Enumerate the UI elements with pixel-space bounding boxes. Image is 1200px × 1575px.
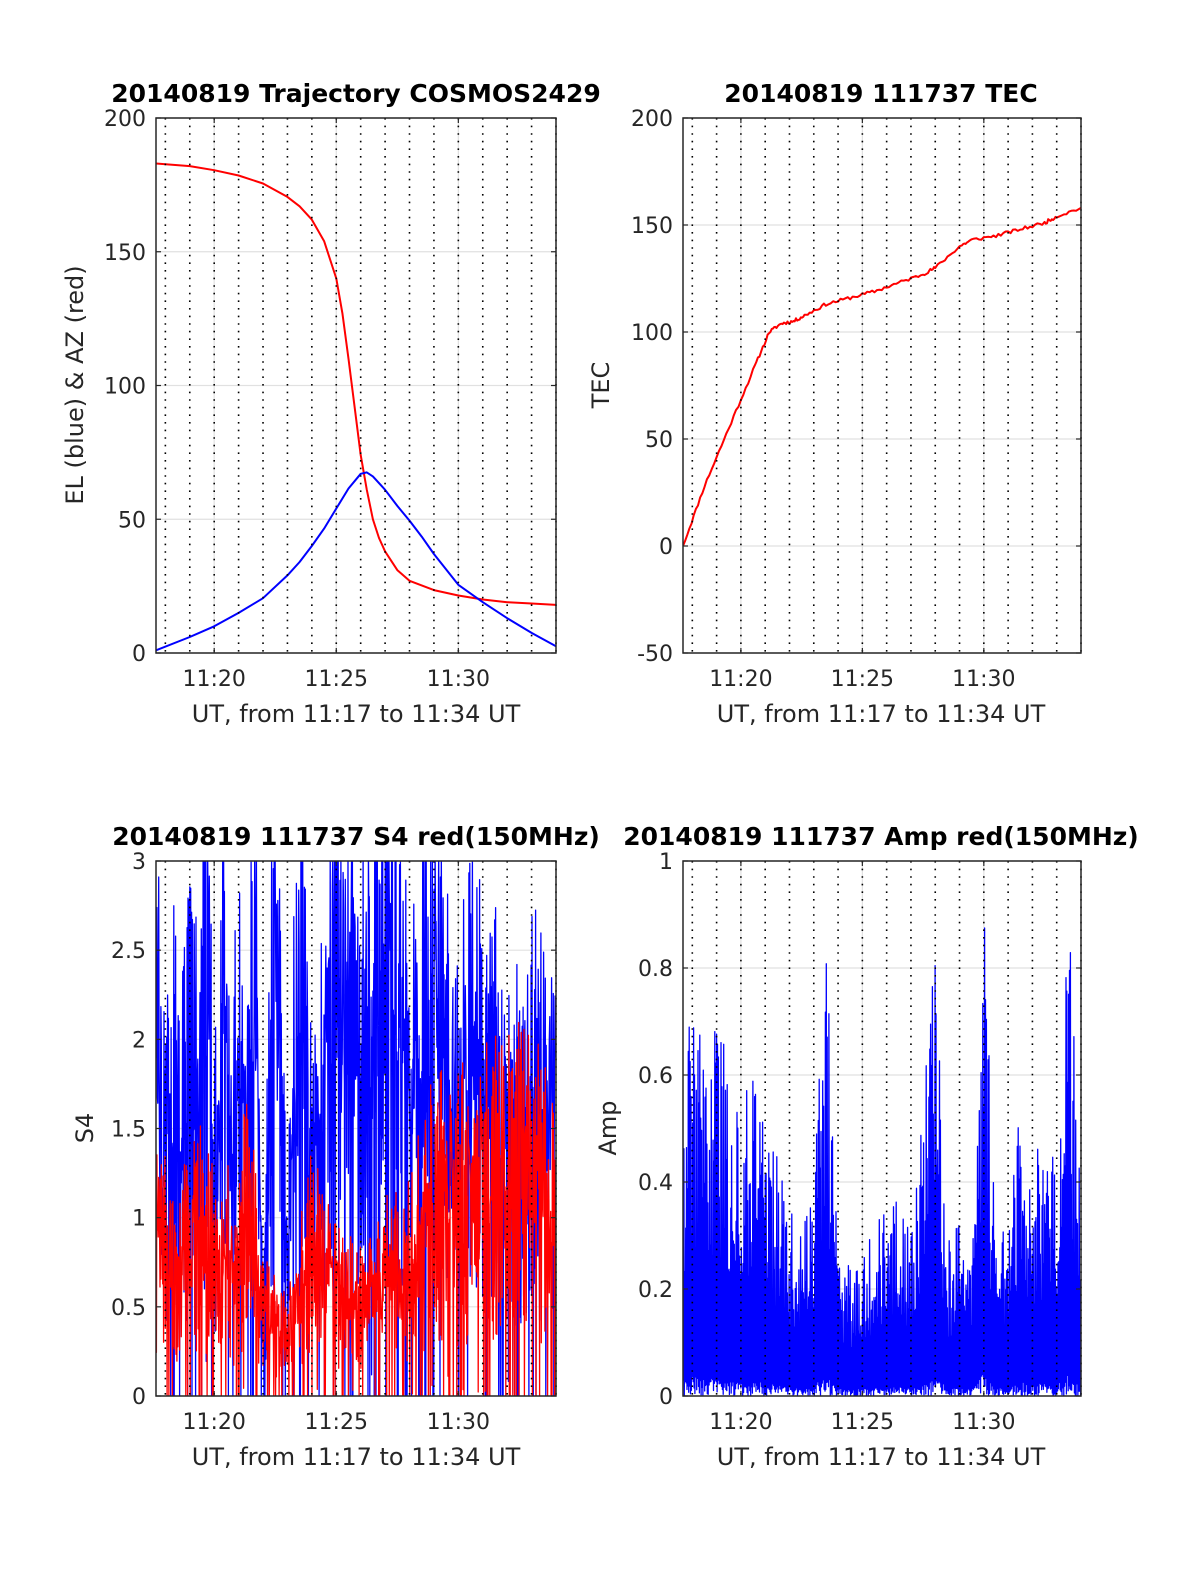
y-tick-label: 2.5 [111,939,146,964]
y-tick-label: 200 [104,107,146,132]
panel-trajectory: 20140819 Trajectory COSMOS2429 UT, from … [61,79,601,728]
y-tick-label: 3 [132,850,146,875]
x-tick-label: 11:25 [831,667,894,692]
plot-frame [682,117,1082,654]
x-tick-label: 11:20 [709,1410,772,1435]
x-axis-label: UT, from 11:17 to 11:34 UT [192,700,521,728]
chart-title: 20140819 111737 TEC [724,79,1037,108]
y-tick-label: 150 [104,241,146,266]
x-tick-label: 11:30 [427,667,490,692]
y-axis-label: EL (blue) & AZ (red) [61,265,89,504]
plot-frame [682,860,1082,1397]
y-axis-label: TEC [587,362,615,410]
panel-tec: 20140819 111737 TEC UT, from 11:17 to 11… [587,79,1082,728]
x-tick-label: 11:30 [427,1410,490,1435]
y-tick-label: 0 [132,1385,146,1410]
x-tick-label: 11:25 [305,667,368,692]
x-tick-label: 11:30 [952,1410,1015,1435]
chart-title: 20140819 111737 Amp red(150MHz) [623,822,1139,851]
series-line [156,1021,556,1396]
panel-s4: 20140819 111737 S4 red(150MHz) UT, from … [71,822,600,1471]
series-line [683,927,1081,1396]
x-axis-label: UT, from 11:17 to 11:34 UT [192,1443,521,1471]
y-tick-label: 50 [645,428,673,453]
x-axis-label: UT, from 11:17 to 11:34 UT [717,1443,1046,1471]
y-tick-label: 150 [631,214,673,239]
y-tick-label: 0 [132,642,146,667]
x-tick-label: 11:25 [831,1410,894,1435]
x-tick-label: 11:20 [182,667,245,692]
y-tick-label: 0.4 [638,1171,673,1196]
y-tick-label: 100 [104,375,146,400]
y-tick-label: 0.6 [638,1064,673,1089]
panel-amp: 20140819 111737 Amp red(150MHz) UT, from… [594,822,1139,1471]
y-tick-label: 1.5 [111,1118,146,1143]
y-tick-label: 0.2 [638,1278,673,1303]
x-axis-label: UT, from 11:17 to 11:34 UT [717,700,1046,728]
x-tick-label: 11:30 [952,667,1015,692]
series-line [156,162,556,606]
series-line [156,861,556,1396]
y-tick-label: 0.5 [111,1296,146,1321]
y-tick-label: 0.8 [638,957,673,982]
y-tick-label: -50 [637,642,673,667]
series-line [683,207,1081,547]
chart-title: 20140819 111737 S4 red(150MHz) [112,822,600,851]
y-tick-label: 0 [659,535,673,560]
x-tick-label: 11:25 [305,1410,368,1435]
series-line [156,471,556,652]
y-tick-label: 1 [659,850,673,875]
y-axis-label: Amp [594,1100,622,1155]
y-tick-label: 200 [631,107,673,132]
y-tick-label: 2 [132,1028,146,1053]
y-tick-label: 1 [132,1207,146,1232]
chart-title: 20140819 Trajectory COSMOS2429 [111,79,601,108]
y-tick-label: 0 [659,1385,673,1410]
y-tick-label: 100 [631,321,673,346]
y-axis-label: S4 [71,1113,99,1144]
x-tick-label: 11:20 [182,1410,245,1435]
x-tick-label: 11:20 [709,667,772,692]
y-tick-label: 50 [118,508,146,533]
